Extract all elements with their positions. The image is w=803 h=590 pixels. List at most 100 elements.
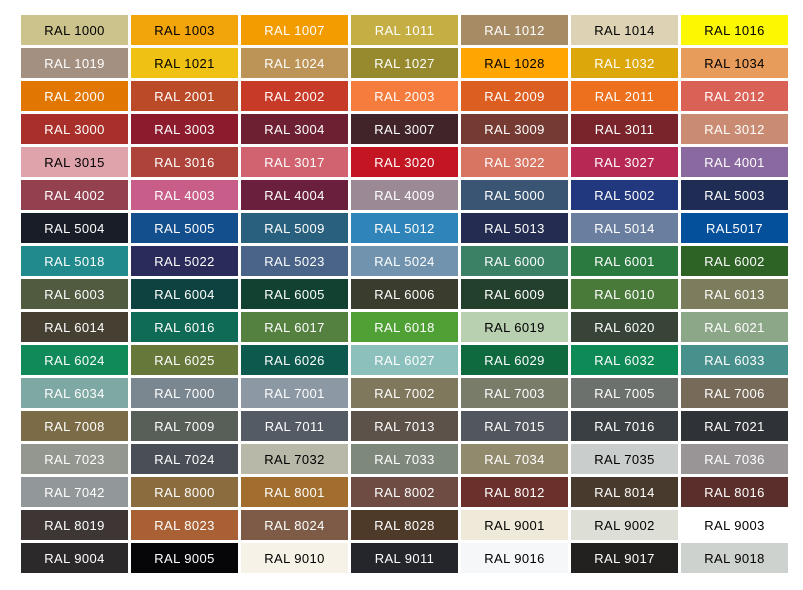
ral-swatch-label: RAL 7003 bbox=[484, 385, 545, 401]
ral-swatch-label: RAL 7000 bbox=[154, 385, 215, 401]
ral-swatch-label: RAL 9001 bbox=[484, 517, 545, 533]
ral-swatch: RAL 6009 bbox=[461, 279, 568, 309]
ral-swatch: RAL 6016 bbox=[131, 312, 238, 342]
ral-swatch: RAL 3017 bbox=[241, 147, 348, 177]
ral-swatch: RAL 7013 bbox=[351, 411, 458, 441]
ral-swatch-label: RAL 3003 bbox=[154, 121, 215, 137]
ral-swatch-label: RAL 3009 bbox=[484, 121, 545, 137]
ral-swatch: RAL 8000 bbox=[131, 477, 238, 507]
ral-swatch: RAL 1007 bbox=[241, 15, 348, 45]
ral-swatch-label: RAL 7042 bbox=[44, 484, 105, 500]
ral-swatch-label: RAL 3017 bbox=[264, 154, 325, 170]
ral-swatch-label: RAL 6002 bbox=[704, 253, 765, 269]
ral-swatch: RAL 3004 bbox=[241, 114, 348, 144]
ral-swatch-label: RAL 3022 bbox=[484, 154, 545, 170]
ral-swatch: RAL 1024 bbox=[241, 48, 348, 78]
ral-swatch: RAL 6020 bbox=[571, 312, 678, 342]
ral-swatch-label: RAL 2011 bbox=[594, 88, 655, 104]
ral-swatch: RAL 2012 bbox=[681, 81, 788, 111]
ral-swatch: RAL 6029 bbox=[461, 345, 568, 375]
ral-swatch-label: RAL 7024 bbox=[154, 451, 215, 467]
ral-swatch: RAL 8023 bbox=[131, 510, 238, 540]
ral-swatch-label: RAL 2003 bbox=[374, 88, 435, 104]
ral-swatch: RAL 8028 bbox=[351, 510, 458, 540]
ral-swatch-label: RAL 5022 bbox=[154, 253, 215, 269]
ral-swatch-label: RAL 9010 bbox=[264, 550, 325, 566]
ral-swatch-label: RAL 4002 bbox=[44, 187, 105, 203]
ral-swatch-label: RAL 6010 bbox=[594, 286, 655, 302]
ral-swatch: RAL 7001 bbox=[241, 378, 348, 408]
ral-swatch-label: RAL 7002 bbox=[374, 385, 435, 401]
ral-swatch: RAL 1021 bbox=[131, 48, 238, 78]
ral-swatch-label: RAL 3012 bbox=[704, 121, 765, 137]
ral-swatch-label: RAL 7035 bbox=[594, 451, 655, 467]
ral-swatch-label: RAL 6025 bbox=[154, 352, 215, 368]
ral-swatch: RAL 6034 bbox=[21, 378, 128, 408]
ral-swatch-label: RAL 8002 bbox=[374, 484, 435, 500]
ral-swatch: RAL 2009 bbox=[461, 81, 568, 111]
ral-swatch-label: RAL 4003 bbox=[154, 187, 215, 203]
ral-swatch: RAL 7036 bbox=[681, 444, 788, 474]
ral-swatch-label: RAL 9004 bbox=[44, 550, 105, 566]
ral-swatch-label: RAL 3011 bbox=[594, 121, 655, 137]
ral-swatch: RAL 7016 bbox=[571, 411, 678, 441]
ral-swatch-label: RAL 3004 bbox=[264, 121, 325, 137]
ral-swatch-label: RAL 6033 bbox=[704, 352, 765, 368]
ral-swatch-label: RAL 9005 bbox=[154, 550, 215, 566]
ral-swatch: RAL 7005 bbox=[571, 378, 678, 408]
ral-swatch: RAL 6033 bbox=[681, 345, 788, 375]
ral-swatch-label: RAL 7032 bbox=[264, 451, 325, 467]
ral-swatch: RAL 7033 bbox=[351, 444, 458, 474]
ral-swatch: RAL 6024 bbox=[21, 345, 128, 375]
ral-swatch-label: RAL 6004 bbox=[154, 286, 215, 302]
ral-swatch-label: RAL 7006 bbox=[704, 385, 765, 401]
ral-swatch-label: RAL 6024 bbox=[44, 352, 105, 368]
ral-swatch-label: RAL 7034 bbox=[484, 451, 545, 467]
ral-swatch: RAL 3000 bbox=[21, 114, 128, 144]
ral-swatch-label: RAL 6019 bbox=[484, 319, 545, 335]
ral-swatch: RAL 1034 bbox=[681, 48, 788, 78]
ral-swatch-label: RAL 6027 bbox=[374, 352, 435, 368]
ral-swatch-label: RAL 5012 bbox=[374, 220, 435, 236]
ral-swatch: RAL 5005 bbox=[131, 213, 238, 243]
ral-swatch: RAL 6006 bbox=[351, 279, 458, 309]
ral-swatch-label: RAL 3027 bbox=[594, 154, 655, 170]
ral-swatch-label: RAL5017 bbox=[705, 220, 763, 236]
ral-swatch-label: RAL 8001 bbox=[264, 484, 325, 500]
ral-swatch-label: RAL 5009 bbox=[264, 220, 325, 236]
ral-swatch: RAL 6032 bbox=[571, 345, 678, 375]
ral-swatch: RAL 3020 bbox=[351, 147, 458, 177]
ral-swatch-label: RAL 8028 bbox=[374, 517, 435, 533]
ral-swatch-label: RAL 1014 bbox=[594, 22, 655, 38]
ral-swatch: RAL 5013 bbox=[461, 213, 568, 243]
ral-swatch-label: RAL 2009 bbox=[484, 88, 545, 104]
ral-swatch: RAL 3012 bbox=[681, 114, 788, 144]
ral-swatch: RAL 9011 bbox=[351, 543, 458, 573]
ral-swatch: RAL 9017 bbox=[571, 543, 678, 573]
ral-swatch-label: RAL 9002 bbox=[594, 517, 655, 533]
ral-swatch-label: RAL 6003 bbox=[44, 286, 105, 302]
ral-swatch-label: RAL 5005 bbox=[154, 220, 215, 236]
ral-swatch-label: RAL 4001 bbox=[704, 154, 765, 170]
ral-swatch-label: RAL 6034 bbox=[44, 385, 105, 401]
ral-swatch-label: RAL 7015 bbox=[484, 418, 545, 434]
ral-swatch-label: RAL 9003 bbox=[704, 517, 765, 533]
ral-swatch-label: RAL 6001 bbox=[594, 253, 655, 269]
ral-swatch: RAL 6010 bbox=[571, 279, 678, 309]
ral-swatch: RAL 8019 bbox=[21, 510, 128, 540]
ral-swatch: RAL 1014 bbox=[571, 15, 678, 45]
ral-swatch: RAL 7003 bbox=[461, 378, 568, 408]
ral-swatch-label: RAL 3020 bbox=[374, 154, 435, 170]
ral-swatch: RAL 5022 bbox=[131, 246, 238, 276]
ral-swatch-label: RAL 6018 bbox=[374, 319, 435, 335]
ral-swatch: RAL 5003 bbox=[681, 180, 788, 210]
ral-swatch: RAL 7015 bbox=[461, 411, 568, 441]
ral-swatch: RAL 9005 bbox=[131, 543, 238, 573]
ral-swatch-label: RAL 5018 bbox=[44, 253, 105, 269]
ral-swatch: RAL 2011 bbox=[571, 81, 678, 111]
ral-swatch: RAL 2002 bbox=[241, 81, 348, 111]
ral-swatch: RAL 7011 bbox=[241, 411, 348, 441]
ral-swatch-label: RAL 7016 bbox=[594, 418, 655, 434]
ral-swatch-label: RAL 6000 bbox=[484, 253, 545, 269]
ral-swatch: RAL 2003 bbox=[351, 81, 458, 111]
